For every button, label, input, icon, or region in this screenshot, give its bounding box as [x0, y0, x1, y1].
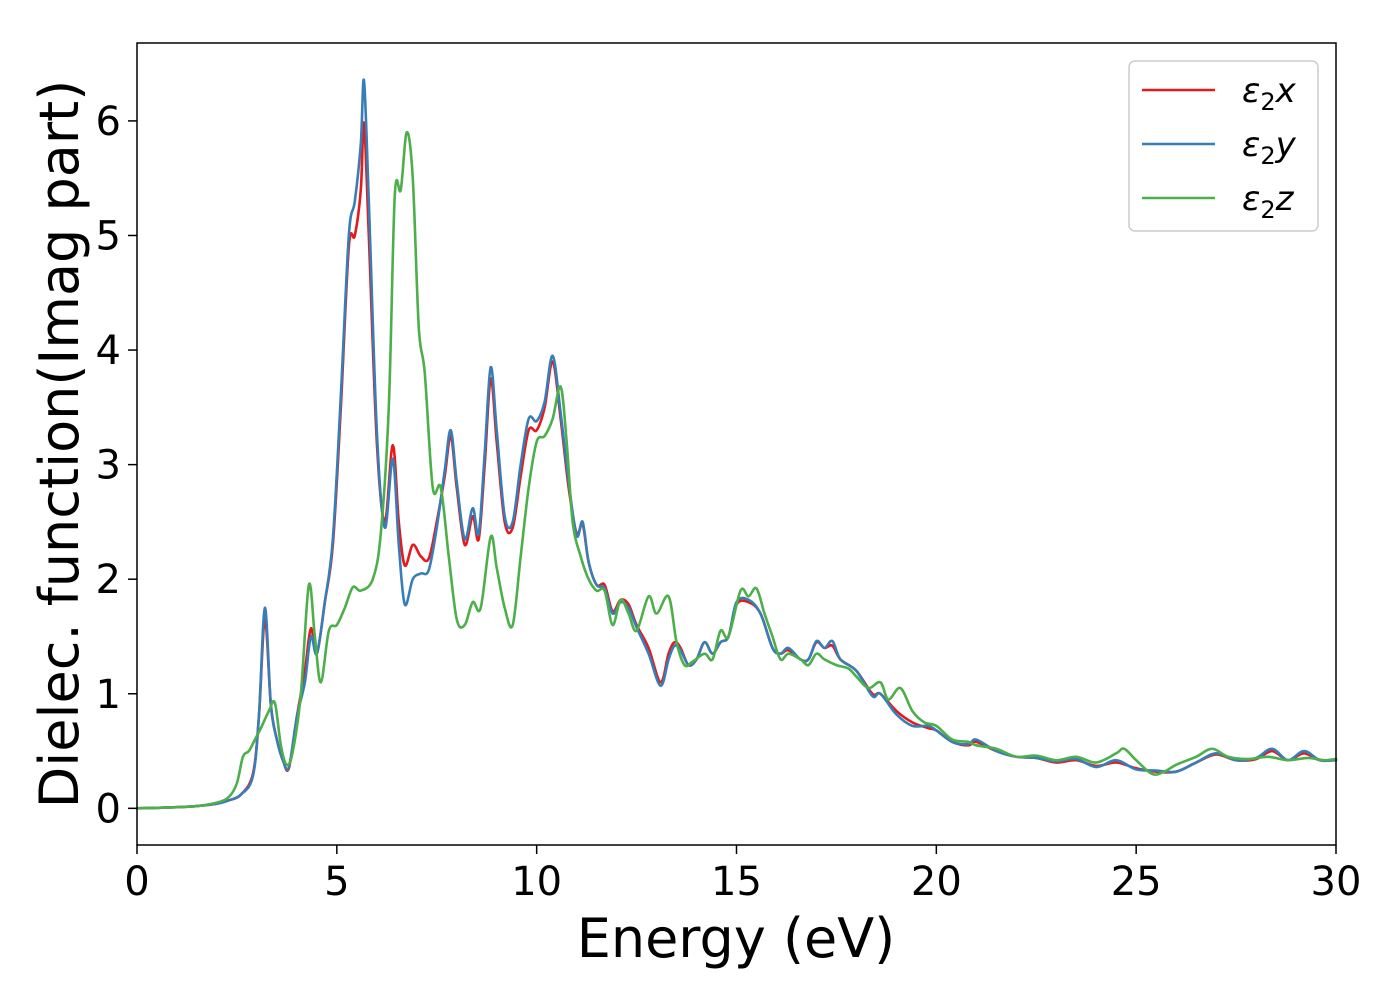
legend-label-base: ε — [1242, 125, 1260, 165]
series-line-z — [135, 131, 1338, 810]
legend-label-subscript: 2 — [1260, 196, 1275, 224]
x-tick-label: 5 — [324, 859, 349, 905]
legend-label-base: ε — [1242, 71, 1260, 111]
x-tick-label: 20 — [911, 859, 962, 905]
x-tick-label: 10 — [511, 859, 562, 905]
x-tick-label: 25 — [1111, 859, 1162, 905]
legend-label-variable: y — [1275, 125, 1297, 165]
y-tick-label: 5 — [96, 213, 121, 259]
legend-label-z: ε2z — [1242, 179, 1295, 224]
legend-label-variable: z — [1275, 179, 1295, 219]
y-tick-label: 6 — [96, 99, 121, 145]
x-axis-label: Energy (eV) — [577, 907, 896, 970]
legend-label-subscript: 2 — [1260, 142, 1275, 170]
x-tick-label: 0 — [124, 859, 149, 905]
legend-label-subscript: 2 — [1260, 88, 1275, 116]
x-tick-label: 15 — [711, 859, 762, 905]
legend-label-y: ε2y — [1242, 125, 1297, 170]
y-tick-label: 3 — [96, 443, 121, 489]
legend-box — [1128, 60, 1319, 232]
y-axis-label: Dielec. function(Imag part) — [28, 80, 91, 809]
y-axis-ticks: 0 1 2 3 4 5 6 — [96, 99, 137, 832]
x-axis-ticks: 0 5 10 15 20 25 30 — [124, 845, 1361, 905]
legend-label-x: ε2x — [1242, 71, 1297, 116]
y-tick-label: 1 — [96, 672, 121, 718]
legend-label-base: ε — [1242, 179, 1260, 219]
x-tick-label: 30 — [1311, 859, 1362, 905]
series-line-y — [135, 78, 1338, 810]
legend-label-variable: x — [1275, 71, 1297, 111]
y-tick-label: 4 — [96, 328, 121, 374]
y-tick-label: 2 — [96, 557, 121, 603]
y-tick-label: 0 — [96, 786, 121, 832]
series-layer — [135, 78, 1338, 810]
